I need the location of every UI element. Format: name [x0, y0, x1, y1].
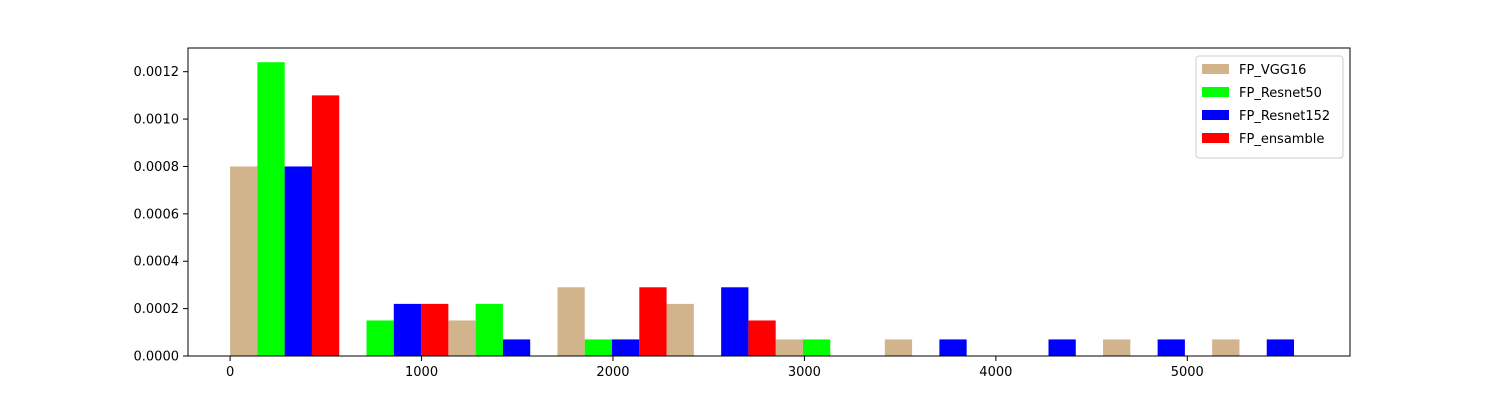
y-tick-label: 0.0000 [134, 350, 180, 365]
bar-fp-resnet50-bin-1 [366, 320, 394, 356]
bar-fp-resnet152-bin-4 [721, 287, 749, 356]
bar-fp-resnet152-bin-0 [284, 166, 312, 356]
legend-swatch-fp-resnet152 [1202, 110, 1229, 120]
legend-swatch-fp-ensamble [1202, 133, 1229, 143]
x-tick-label: 5000 [1171, 365, 1204, 380]
bar-fp-vgg16-bin-0 [230, 166, 258, 356]
bar-fp-resnet152-bin-1 [393, 303, 422, 356]
x-tick-label: 2000 [596, 365, 629, 380]
bar-fp-ensamble-bin-0 [311, 95, 340, 356]
legend-frame [1195, 55, 1344, 159]
y-tick-label: 0.0010 [134, 113, 180, 128]
bar-fp-resnet152-bin-3 [612, 339, 640, 356]
bar-fp-resnet152-bin-9 [1266, 339, 1295, 356]
x-tick-label: 4000 [979, 365, 1012, 380]
legend-swatch-fp-vgg16 [1202, 64, 1229, 74]
bars-layer [230, 62, 1295, 356]
y-axis: 0.0000 0.0002 0.0004 0.0006 0.0008 0.0010 0.00… [134, 65, 188, 365]
bar-fp-resnet50-bin-2 [475, 303, 503, 356]
bar-fp-resnet152-bin-6 [939, 339, 967, 356]
x-tick-label: 3000 [788, 365, 821, 380]
legend-label-fp-vgg16: FP_VGG16 [1239, 63, 1306, 78]
x-tick-label: 1000 [405, 365, 438, 380]
legend-label-fp-ensamble: FP_ensamble [1239, 132, 1324, 147]
legend: FP_VGG16 FP_Resnet50 FP_Resnet152 FP_ensamb… [1195, 55, 1344, 159]
legend-label-fp-resnet50: FP_Resnet50 [1239, 86, 1322, 101]
bar-fp-vgg16-bin-4 [666, 303, 694, 356]
bar-fp-vgg16-bin-3 [557, 287, 585, 356]
bar-fp-resnet152-bin-2 [502, 339, 531, 356]
bar-fp-vgg16-bin-6 [884, 339, 913, 356]
bar-fp-resnet50-bin-3 [584, 339, 613, 356]
bar-fp-ensamble-bin-3 [639, 287, 667, 356]
bar-fp-vgg16-bin-9 [1212, 339, 1240, 356]
x-tick-label: 0 [226, 365, 234, 380]
y-tick-label: 0.0002 [134, 302, 180, 317]
bar-fp-resnet152-bin-7 [1048, 339, 1076, 356]
legend-swatch-fp-resnet50 [1202, 87, 1229, 97]
bar-fp-vgg16-bin-5 [775, 339, 803, 356]
y-tick-label: 0.0012 [134, 65, 180, 80]
plot-frame [187, 47, 1351, 357]
y-tick-label: 0.0006 [134, 207, 180, 222]
bar-fp-vgg16-bin-2 [448, 320, 476, 356]
bar-fp-ensamble-bin-1 [421, 303, 449, 356]
legend-label-fp-resnet152: FP_Resnet152 [1239, 109, 1330, 124]
bar-fp-resnet50-bin-5 [802, 339, 831, 356]
x-axis: 0 1000 2000 3000 4000 5000 [226, 356, 1204, 380]
bar-fp-ensamble-bin-4 [748, 320, 776, 356]
y-tick-label: 0.0008 [134, 160, 180, 175]
bar-fp-vgg16-bin-8 [1103, 339, 1131, 356]
bar-fp-resnet152-bin-8 [1157, 339, 1185, 356]
y-tick-label: 0.0004 [134, 255, 180, 270]
bar-fp-resnet50-bin-0 [257, 62, 285, 356]
